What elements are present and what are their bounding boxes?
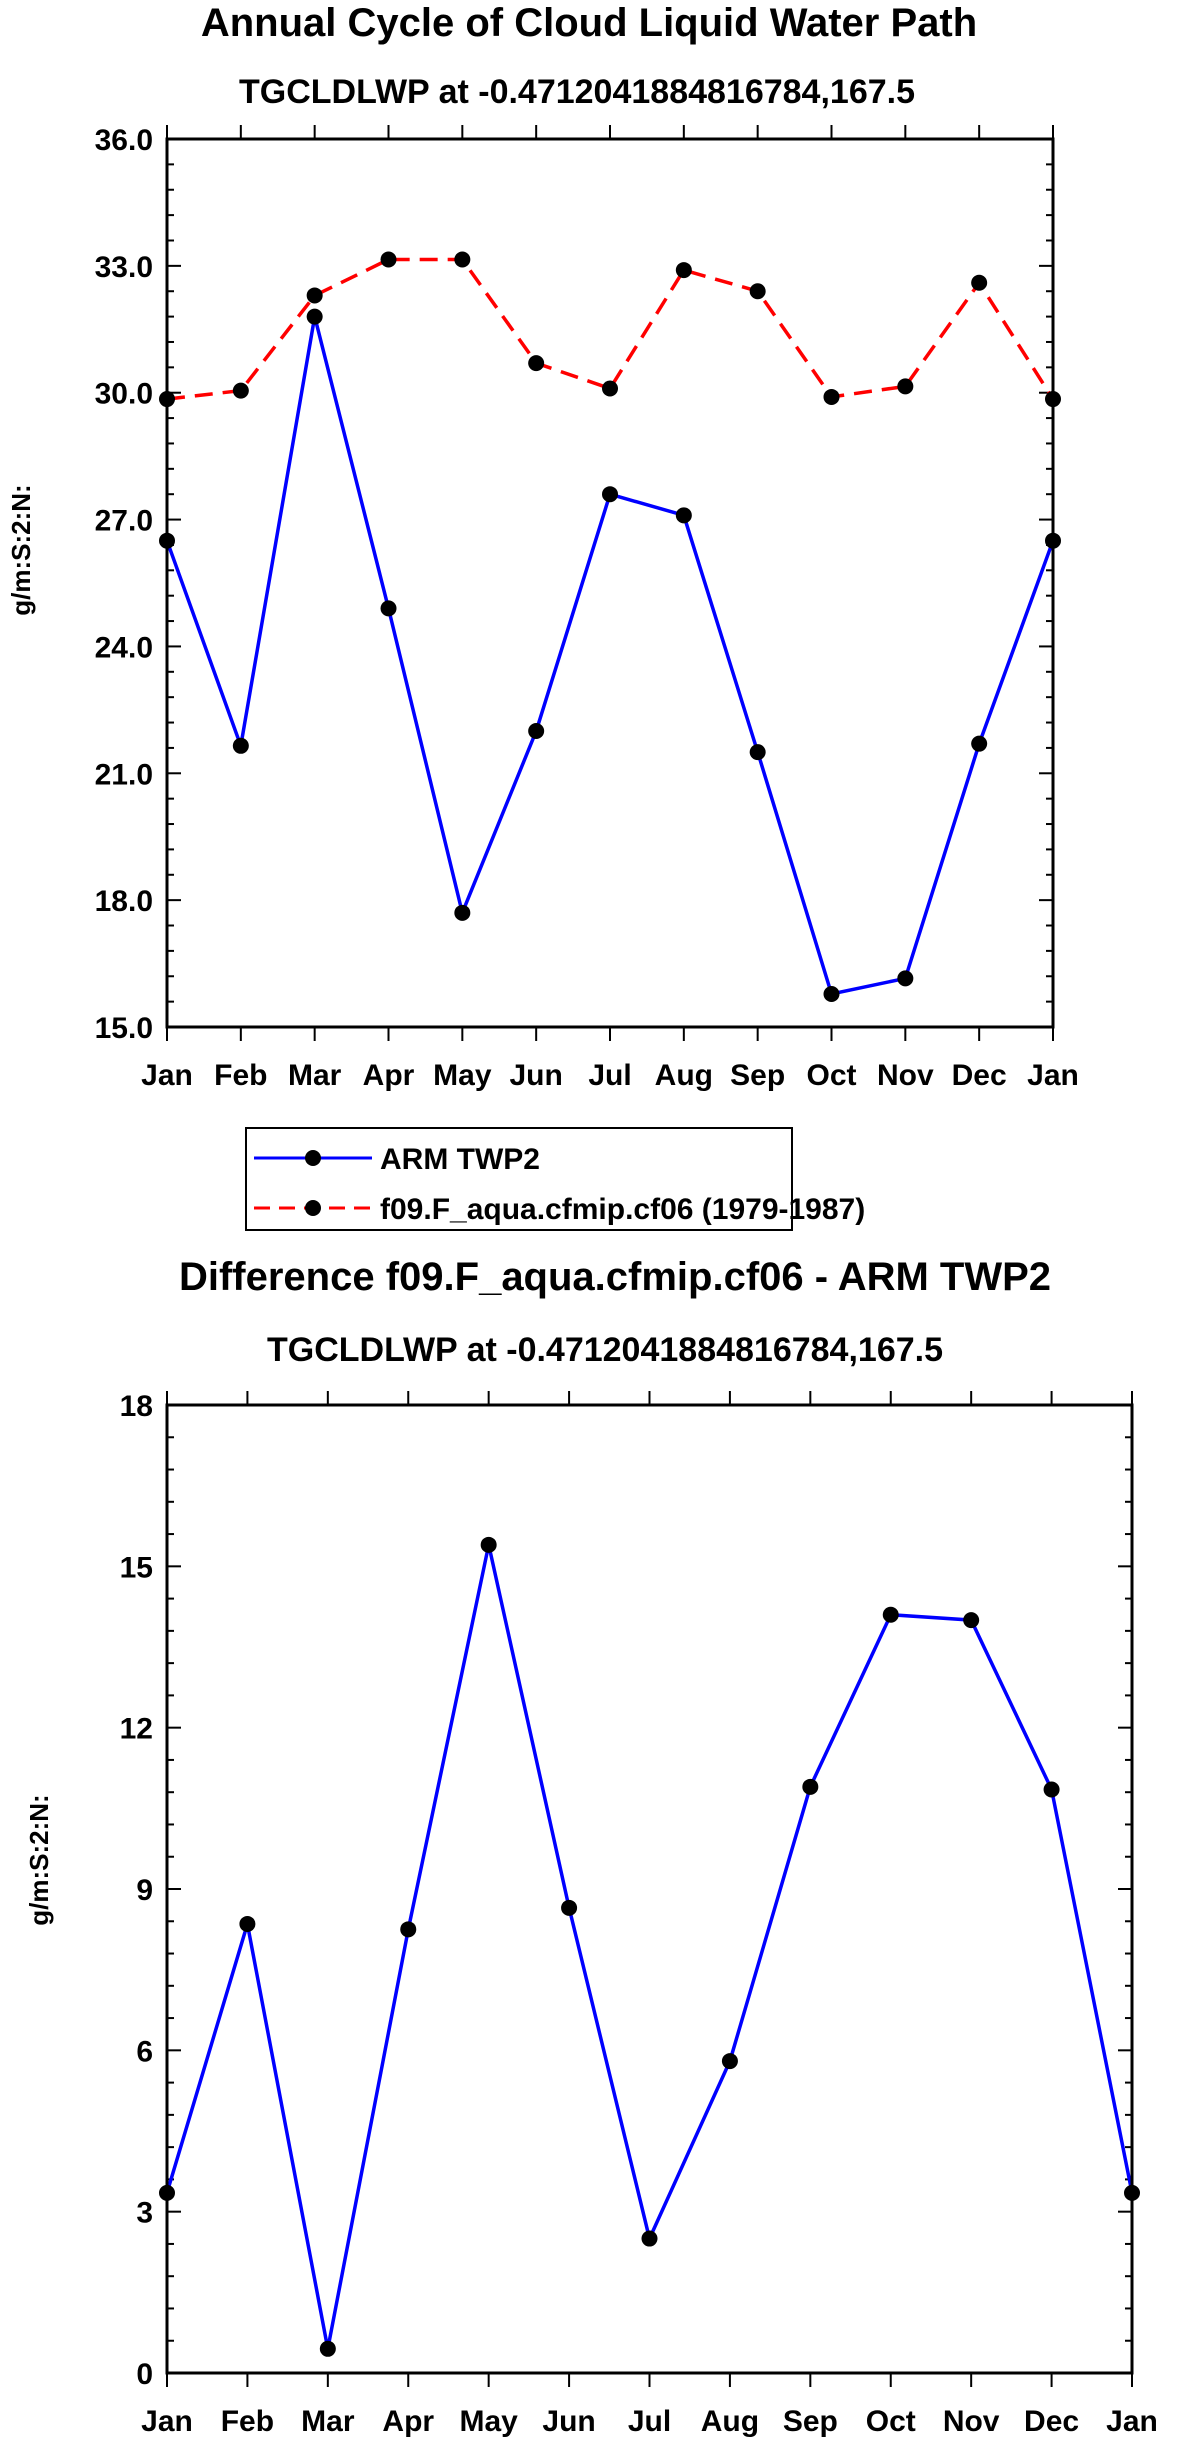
chart2-x-tick-label: Aug: [701, 2405, 759, 2438]
chart2-title: Difference f09.F_aqua.cfmip.cf06 - ARM T…: [179, 1255, 1051, 1299]
chart1-series-1-point: [971, 735, 988, 752]
chart1-x-tick-label: May: [433, 1059, 492, 1092]
chart1-series-1-point: [306, 308, 323, 325]
chart2-y-tick-label: 0: [136, 2358, 153, 2391]
chart1-series-1-point: [380, 600, 397, 617]
chart1-x-tick-label: Jan: [141, 1059, 193, 1092]
chart2-y-tick-label: 15: [120, 1551, 153, 1584]
chart2-series: [159, 1536, 1140, 2357]
chart1-series-line-2: [166, 257, 1055, 401]
chart1-series-1-point: [823, 986, 840, 1003]
chart1-series-2-point: [380, 251, 397, 268]
chart2-y-tick-label: 18: [120, 1390, 153, 1423]
chart1-x-tick-label: Sep: [730, 1059, 785, 1092]
chart1-y-tick-label: 33.0: [95, 251, 153, 284]
chart2-x-tick-label: Oct: [866, 2405, 916, 2438]
chart1-y-tick-label: 21.0: [95, 758, 153, 791]
chart1-x-tick-label: Jun: [509, 1059, 562, 1092]
chart2-series-line-1: [165, 1544, 1134, 2350]
chart1-legend: ARM TWP2 f09.F_aqua.cfmip.cf06 (1979-198…: [245, 1127, 865, 1231]
chart2-y-tick-label: 3: [136, 2197, 153, 2230]
chart1-y-axis-label: g/m:S:2:N:: [6, 484, 36, 615]
chart1-y-tick-label: 15.0: [95, 1012, 153, 1045]
difference-chart: Difference f09.F_aqua.cfmip.cf06 - ARM T…: [24, 1255, 1158, 2438]
chart1-plot-frame: [165, 137, 1055, 1029]
chart1-x-tick-label: Aug: [655, 1059, 713, 1092]
chart1-series: [159, 251, 1061, 1003]
chart1-y-tick-label: 18.0: [95, 885, 153, 918]
chart1-y-tick-label: 36.0: [95, 124, 153, 157]
chart2-y-tick-label: 6: [136, 2035, 153, 2068]
chart1-series-2-point: [232, 382, 249, 399]
chart2-x-tick-label: Jan: [1106, 2405, 1158, 2438]
chart1-x-tick-label: Apr: [363, 1059, 415, 1092]
chart1-series-2-point: [823, 388, 840, 405]
chart1-series-1-point: [749, 744, 766, 761]
chart1-series-2-point: [528, 355, 545, 372]
chart2-series-1-point: [641, 2230, 658, 2247]
chart1-y-tick-label: 27.0: [95, 505, 153, 538]
chart2-y-tick-label: 12: [120, 1713, 153, 1746]
chart2-x-tick-label: Dec: [1024, 2405, 1079, 2438]
chart2-series-1-point: [721, 2053, 738, 2070]
chart1-x-tick-label: Jan: [1027, 1059, 1079, 1092]
chart1-x-tick-label: Oct: [806, 1059, 856, 1092]
chart1-series-2-point: [971, 274, 988, 291]
chart1-series-1-point: [528, 723, 545, 739]
chart2-x-tick-label: Apr: [382, 2405, 434, 2438]
chart2-series-1-point: [480, 1536, 497, 1553]
legend-box: [245, 1127, 793, 1231]
chart1-series-2-point: [454, 251, 471, 268]
chart2-series-1-point: [963, 1612, 980, 1629]
chart1-series-2-point: [306, 287, 323, 304]
chart2-series-1-point: [882, 1606, 899, 1623]
chart2-subtitle: TGCLDLWP at -0.4712041884816784,167.5: [267, 1331, 943, 1369]
chart1-y-tick-label: 30.0: [95, 378, 153, 411]
chart1-series-1-point: [897, 970, 914, 987]
chart2-axes: 0 3 6 9 12 15 18 Jan Feb Mar Apr May Jun Jul Aug Sep Oct…: [120, 1390, 1158, 2438]
chart1-series-line-1: [165, 316, 1055, 997]
chart2-x-tick-label: Jul: [628, 2405, 671, 2438]
chart2-series-1-point: [400, 1921, 417, 1938]
chart2-y-axis-label: g/m:S:2:N:: [24, 1794, 54, 1925]
chart1-series-1-point: [454, 904, 471, 921]
chart2-x-tick-label: Sep: [783, 2405, 838, 2438]
chart2-x-tick-label: Feb: [221, 2405, 274, 2438]
chart2-x-tick-label: May: [459, 2405, 518, 2438]
chart2-x-tick-label: Mar: [301, 2405, 355, 2438]
chart2-y-tick-label: 9: [136, 1874, 153, 1907]
legend-label-model: f09.F_aqua.cfmip.cf06 (1979-1987): [380, 1193, 865, 1226]
chart1-series-2-point: [675, 262, 692, 279]
chart1-axes: 15.0 18.0 21.0 24.0 27.0 30.0 33.0 36.0 Jan Feb Ma…: [95, 124, 1079, 1092]
chart1-series-2-point: [897, 378, 914, 395]
chart1-series-1-point: [232, 737, 249, 754]
legend-marker-model: [305, 1200, 321, 1216]
annual-cycle-chart: Annual Cycle of Cloud Liquid Water Path …: [6, 1, 1079, 1092]
chart1-series-2-point: [602, 380, 618, 397]
chart2-series-1-point: [561, 1899, 578, 1916]
chart1-series-2-point: [749, 283, 766, 300]
chart2-x-tick-label: Nov: [943, 2405, 1000, 2438]
chart1-subtitle: TGCLDLWP at -0.4712041884816784,167.5: [239, 73, 915, 111]
chart1-y-tick-label: 24.0: [95, 631, 153, 664]
legend-label-arm-twp2: ARM TWP2: [380, 1143, 540, 1176]
chart2-series-1-point: [1043, 1781, 1060, 1798]
chart2-series-1-point: [802, 1778, 819, 1795]
chart2-series-1-point: [319, 2340, 336, 2357]
chart1-series-1-point: [602, 486, 618, 503]
legend-marker-arm-twp2: [305, 1150, 321, 1166]
chart2-x-tick-label: Jan: [141, 2405, 193, 2438]
chart1-x-tick-label: Dec: [952, 1059, 1007, 1092]
chart2-plot-frame: [165, 1403, 1134, 2375]
chart1-x-tick-label: Feb: [214, 1059, 267, 1092]
chart1-series-1-point: [675, 507, 692, 524]
chart1-title: Annual Cycle of Cloud Liquid Water Path: [201, 1, 977, 45]
chart1-x-tick-label: Jul: [588, 1059, 631, 1092]
chart2-x-tick-label: Jun: [542, 2405, 595, 2438]
chart1-x-tick-label: Mar: [288, 1059, 342, 1092]
chart1-x-tick-label: Nov: [877, 1059, 934, 1092]
chart2-series-1-point: [239, 1915, 256, 1932]
